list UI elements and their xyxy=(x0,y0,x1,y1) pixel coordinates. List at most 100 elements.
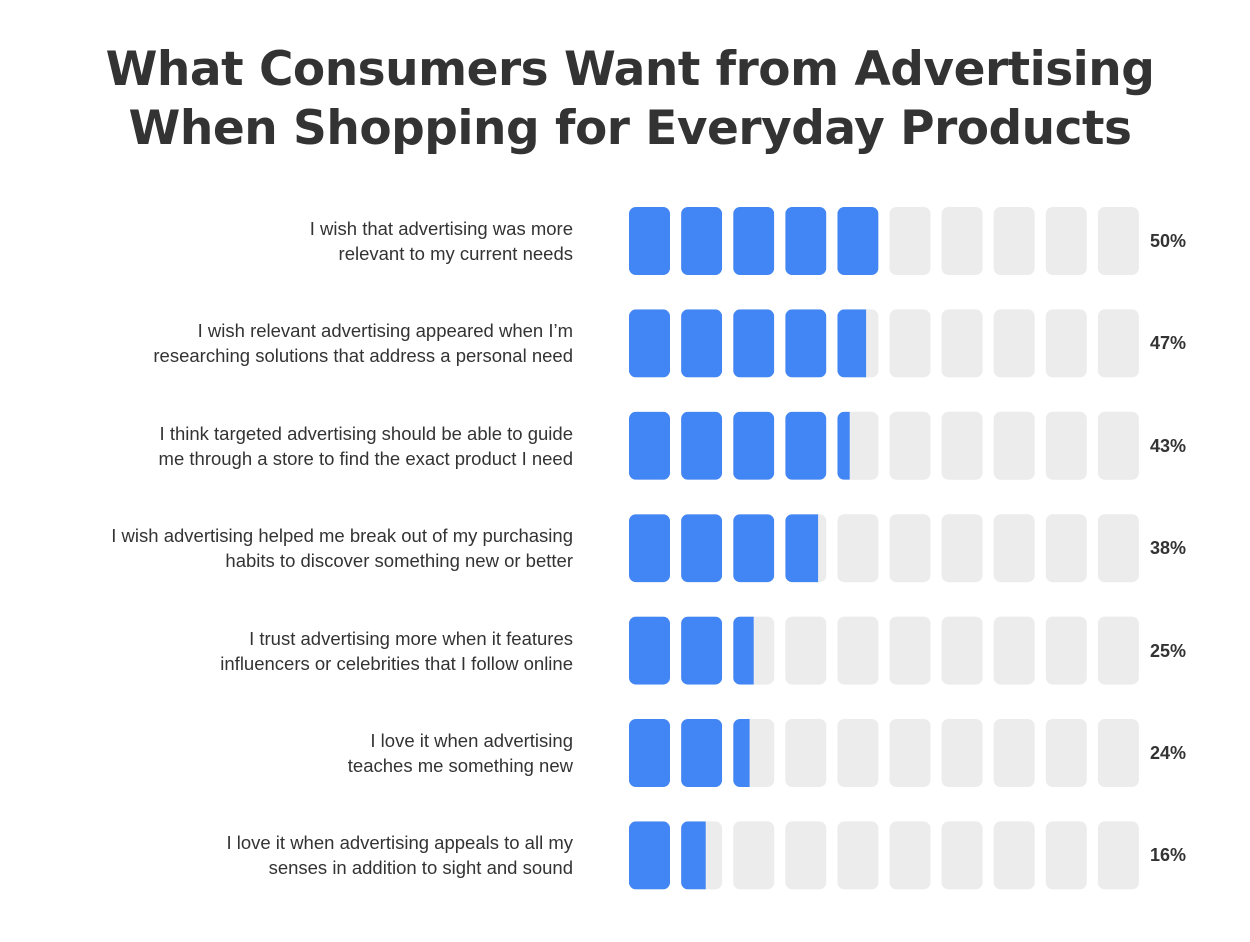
filled-block xyxy=(785,207,827,275)
empty-block xyxy=(785,821,827,890)
filled-block xyxy=(681,821,706,890)
category-label-line: I love it when advertising appeals to al… xyxy=(226,832,573,854)
empty-block xyxy=(1097,719,1139,787)
empty-block xyxy=(941,616,983,685)
filled-block xyxy=(733,616,754,685)
empty-block xyxy=(785,719,827,787)
empty-block xyxy=(1097,514,1139,583)
empty-block xyxy=(1045,411,1087,480)
filled-block xyxy=(785,411,827,480)
category-label-line: I wish that advertising was more xyxy=(309,218,573,239)
filled-block xyxy=(733,207,775,275)
empty-block xyxy=(889,821,931,890)
empty-block xyxy=(837,821,879,890)
empty-block xyxy=(941,821,983,890)
empty-block xyxy=(837,514,879,583)
category-label-line: I love it when advertising xyxy=(370,730,573,751)
empty-block xyxy=(733,821,775,890)
empty-block xyxy=(993,616,1035,685)
bar-row-3 xyxy=(629,411,1139,480)
bar-row-4 xyxy=(629,514,1139,583)
filled-block xyxy=(681,207,723,275)
empty-block xyxy=(941,514,983,583)
value-label: 16% xyxy=(1150,845,1187,866)
empty-block xyxy=(993,207,1035,275)
empty-block xyxy=(1045,207,1087,275)
filled-block xyxy=(681,616,723,685)
bar-row-2 xyxy=(629,309,1139,378)
empty-block xyxy=(993,821,1035,890)
filled-block xyxy=(629,514,670,583)
empty-block xyxy=(837,616,879,685)
filled-block xyxy=(733,514,775,583)
empty-block xyxy=(785,616,827,685)
filled-block xyxy=(681,514,723,583)
empty-block xyxy=(1045,309,1087,378)
empty-block xyxy=(1045,821,1087,890)
category-label-line: I wish advertising helped me break out o… xyxy=(111,525,573,547)
category-label: I wish that advertising was more relevant… xyxy=(13,216,573,266)
category-label-line: I trust advertising more when it feature… xyxy=(249,627,573,649)
empty-block xyxy=(889,309,931,378)
filled-block xyxy=(629,309,670,378)
empty-block xyxy=(1045,616,1087,685)
filled-block xyxy=(629,411,670,480)
empty-block xyxy=(1097,207,1139,275)
filled-block xyxy=(733,411,775,480)
empty-block xyxy=(941,309,983,378)
bar-row-6 xyxy=(629,719,1139,787)
chart-title: What Consumers Want from Advertising Whe… xyxy=(0,40,1250,158)
empty-block xyxy=(993,514,1035,583)
filled-block xyxy=(681,719,723,787)
empty-block xyxy=(993,411,1035,480)
category-label: I wish relevant advertising appeared whe… xyxy=(13,318,573,368)
filled-block xyxy=(681,309,723,378)
category-label: I love it when advertising teaches me som… xyxy=(13,728,573,778)
category-label: I love it when advertising appeals to al… xyxy=(13,830,573,880)
category-label-line: habits to discover something new or bett… xyxy=(225,550,573,572)
empty-block xyxy=(889,616,931,685)
bar-row-1 xyxy=(629,207,1139,275)
filled-block xyxy=(733,309,775,378)
category-label-line: I wish relevant advertising appeared whe… xyxy=(197,320,573,342)
empty-block xyxy=(837,719,879,787)
empty-block xyxy=(941,719,983,787)
empty-block xyxy=(889,514,931,583)
filled-block xyxy=(681,411,723,480)
chart-title-line-1: What Consumers Want from Advertising xyxy=(105,42,1155,97)
category-label-line: teaches me something new xyxy=(347,755,573,776)
category-label-line: relevant to my current needs xyxy=(338,243,573,264)
value-label: 43% xyxy=(1150,435,1187,456)
category-label-line: influencers or celebrities that I follow… xyxy=(220,652,573,674)
empty-block xyxy=(1097,616,1139,685)
filled-block xyxy=(629,821,670,890)
empty-block xyxy=(993,309,1035,378)
category-label: I wish advertising helped me break out o… xyxy=(13,523,573,573)
filled-block xyxy=(629,616,670,685)
empty-block xyxy=(993,719,1035,787)
value-label: 24% xyxy=(1150,743,1187,763)
empty-block xyxy=(941,207,983,275)
chart-title-line-2: When Shopping for Everyday Products xyxy=(128,101,1132,156)
empty-block xyxy=(1045,719,1087,787)
empty-block xyxy=(1097,411,1139,480)
bar-row-5 xyxy=(629,616,1139,685)
empty-block xyxy=(889,207,931,275)
category-label-line: I think targeted advertising should be a… xyxy=(159,422,573,444)
filled-block xyxy=(837,309,867,378)
category-label-line: researching solutions that address a per… xyxy=(153,345,573,367)
value-label: 38% xyxy=(1150,538,1187,559)
empty-block xyxy=(1097,821,1139,890)
filled-block xyxy=(629,719,670,787)
filled-block xyxy=(629,207,670,275)
category-label: I trust advertising more when it feature… xyxy=(13,626,573,676)
value-label: 50% xyxy=(1150,231,1187,251)
value-label: 25% xyxy=(1150,640,1187,661)
empty-block xyxy=(889,719,931,787)
filled-block xyxy=(837,411,850,480)
empty-block xyxy=(941,411,983,480)
category-label-line: senses in addition to sight and sound xyxy=(268,857,573,879)
filled-block xyxy=(837,207,879,275)
empty-block xyxy=(889,411,931,480)
